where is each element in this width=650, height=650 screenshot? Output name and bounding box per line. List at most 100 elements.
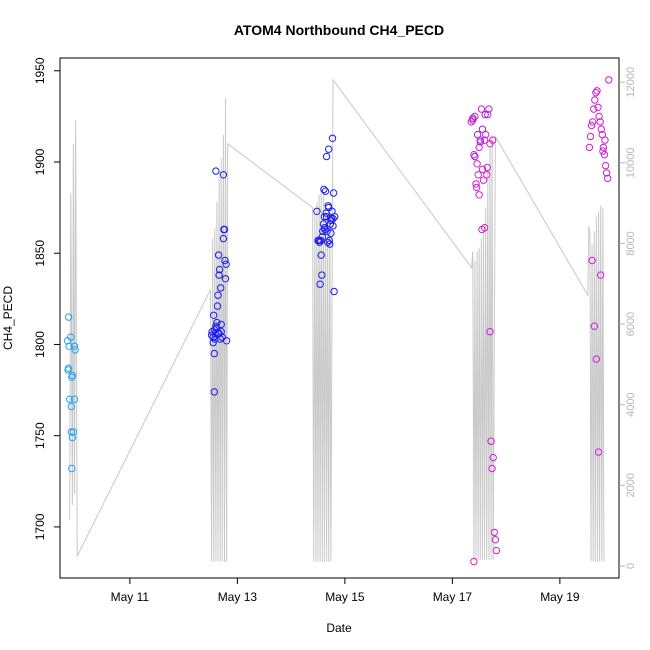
data-point xyxy=(483,171,491,179)
data-point xyxy=(588,256,596,265)
data-point xyxy=(316,280,324,288)
y-tick-label: 1950 xyxy=(33,57,47,84)
data-point xyxy=(71,346,79,354)
data-point xyxy=(331,213,339,221)
x-axis-label: Date xyxy=(326,621,352,635)
data-point xyxy=(214,251,223,259)
data-point xyxy=(477,105,486,113)
y-axis-label: CH4_PECD xyxy=(1,286,15,350)
data-point xyxy=(219,171,228,179)
data-point xyxy=(483,163,491,172)
data-point xyxy=(326,240,334,248)
data-point xyxy=(475,191,483,199)
data-point xyxy=(321,225,329,234)
data-point xyxy=(219,234,228,243)
data-point xyxy=(215,271,223,279)
data-point xyxy=(478,165,487,174)
data-point xyxy=(480,136,489,144)
x-tick-label: May 19 xyxy=(540,590,580,604)
data-point xyxy=(67,428,76,436)
data-point xyxy=(210,388,219,396)
data-point xyxy=(213,318,221,327)
data-point xyxy=(476,138,484,146)
data-point xyxy=(320,185,328,194)
data-point xyxy=(222,337,231,345)
data-point xyxy=(484,110,492,119)
data-point xyxy=(319,227,327,236)
data-point xyxy=(470,151,478,159)
data-point xyxy=(221,275,230,283)
data-point xyxy=(492,546,501,555)
data-point xyxy=(596,118,604,126)
data-point xyxy=(321,187,330,195)
data-point xyxy=(327,229,335,237)
y2-tick-label: 8000 xyxy=(625,231,637,255)
data-point xyxy=(489,453,497,462)
data-point xyxy=(325,236,333,245)
data-point xyxy=(474,171,482,179)
data-point xyxy=(68,433,77,442)
data-point xyxy=(491,536,500,544)
data-point xyxy=(329,189,338,197)
data-point xyxy=(315,238,324,247)
data-point xyxy=(64,364,73,372)
y2-tick-label: 4000 xyxy=(625,392,637,416)
data-point xyxy=(604,174,612,183)
data-point xyxy=(68,373,76,381)
data-point xyxy=(481,110,489,119)
data-point xyxy=(472,180,480,188)
data-point xyxy=(210,311,218,319)
points-layer xyxy=(63,76,613,566)
data-point xyxy=(212,167,220,175)
data-point xyxy=(70,342,79,350)
data-point xyxy=(586,132,595,141)
data-point xyxy=(490,528,498,537)
data-point xyxy=(211,335,219,343)
data-point xyxy=(317,251,325,259)
data-point xyxy=(590,105,598,113)
axes-layer: May 11 May 13 May 15 May 17 May 19 1700 1750 18… xyxy=(33,57,637,604)
data-point xyxy=(482,130,490,139)
data-point xyxy=(213,302,222,310)
data-point xyxy=(69,428,78,436)
x-tick-label: May 11 xyxy=(111,590,150,604)
x-tick-label: May 17 xyxy=(433,590,473,604)
data-point xyxy=(486,328,494,336)
data-point xyxy=(67,402,76,411)
data-point xyxy=(597,271,605,279)
data-point xyxy=(602,169,611,177)
data-point xyxy=(64,313,73,321)
x-tick-label: May 13 xyxy=(218,590,258,604)
data-point xyxy=(217,284,225,292)
data-point xyxy=(599,143,608,152)
data-point xyxy=(592,355,601,363)
data-point xyxy=(475,143,483,152)
data-point xyxy=(590,322,598,330)
data-point xyxy=(329,214,337,223)
y2-tick-label: 12000 xyxy=(625,67,637,98)
data-point xyxy=(591,96,599,104)
data-point xyxy=(601,136,609,144)
data-point xyxy=(480,224,489,232)
data-point xyxy=(214,291,222,299)
data-point xyxy=(322,152,331,161)
data-point xyxy=(478,125,487,133)
data-point xyxy=(487,437,495,445)
data-point xyxy=(585,143,594,152)
data-point xyxy=(471,112,479,121)
chart-title: ATOM4 Northbound CH4_PECD xyxy=(234,22,444,38)
data-point xyxy=(594,448,603,456)
y-tick-label: 1850 xyxy=(33,240,47,267)
data-point xyxy=(70,395,79,403)
data-point xyxy=(473,160,481,168)
data-point xyxy=(594,103,602,112)
data-point xyxy=(329,222,337,230)
data-point xyxy=(479,176,488,184)
data-point xyxy=(68,464,76,473)
data-point xyxy=(221,256,229,265)
data-point xyxy=(470,557,478,566)
plot-frame xyxy=(59,57,620,579)
data-point xyxy=(67,333,75,341)
data-point xyxy=(330,287,338,296)
data-point xyxy=(209,338,217,347)
